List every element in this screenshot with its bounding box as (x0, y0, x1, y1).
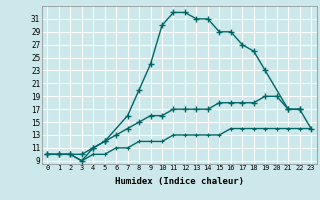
X-axis label: Humidex (Indice chaleur): Humidex (Indice chaleur) (115, 177, 244, 186)
